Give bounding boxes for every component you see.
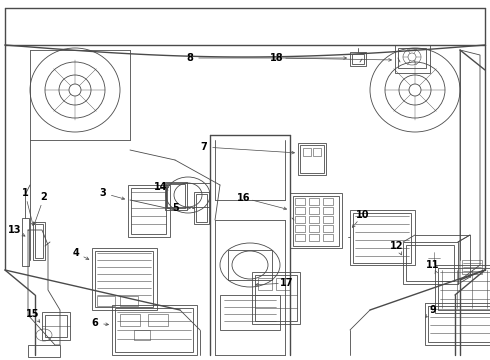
Bar [42,312,70,340]
Bar [309,225,319,232]
Text: 5: 5 [172,203,179,213]
Bar [425,303,490,345]
Text: 3: 3 [99,188,106,198]
Bar [255,275,297,321]
Bar [194,192,209,224]
Text: 14: 14 [154,182,168,192]
Text: 8: 8 [187,53,194,63]
Bar [295,216,305,223]
Text: 7: 7 [200,142,207,152]
Bar [462,260,482,274]
Bar [120,314,140,326]
Bar [290,193,342,248]
Bar [92,248,157,310]
Bar [97,296,115,306]
Bar [323,225,333,232]
Bar [350,210,415,265]
Text: 10: 10 [356,210,370,220]
Bar [309,216,319,223]
Text: 9: 9 [430,305,437,315]
Bar [293,196,339,246]
Text: 18: 18 [270,53,284,63]
Bar [95,251,153,307]
Bar [395,45,430,73]
Bar [309,234,319,241]
Bar [134,330,150,340]
Bar [309,207,319,214]
Bar [128,185,170,237]
Bar [406,245,454,281]
Bar [45,315,67,337]
Bar [228,250,272,280]
Bar [167,184,185,208]
Bar [309,198,319,205]
Bar [300,145,324,173]
Bar [252,272,300,324]
Bar [350,52,366,66]
Bar [352,54,364,64]
Bar [131,188,166,234]
Bar [295,207,305,214]
Bar [35,224,43,258]
Bar [166,183,210,207]
Text: 12: 12 [390,241,404,251]
Bar [298,143,326,175]
Bar [428,306,490,342]
Bar [403,242,458,284]
Bar [22,218,29,266]
Bar [295,234,305,241]
Bar [398,48,426,68]
Text: 13: 13 [8,225,22,235]
Text: 2: 2 [41,192,48,202]
Bar [196,194,207,222]
Bar [435,265,490,313]
Bar [323,207,333,214]
Text: 6: 6 [92,318,98,328]
Text: 1: 1 [22,188,28,198]
Bar [112,305,197,355]
Bar [323,216,333,223]
Bar [165,182,187,210]
Bar [28,345,60,357]
Text: 4: 4 [73,248,79,258]
Bar [115,308,193,352]
Bar [120,296,138,306]
Bar [323,198,333,205]
Text: 17: 17 [280,278,294,288]
Bar [295,225,305,232]
Text: 11: 11 [426,260,440,270]
Bar [220,295,280,330]
Text: 15: 15 [26,309,40,319]
Bar [313,148,321,156]
Bar [438,268,490,310]
Text: 16: 16 [237,193,251,203]
Bar [276,278,290,290]
Bar [353,213,411,263]
Bar [303,148,311,156]
Bar [323,234,333,241]
Bar [148,314,168,326]
Bar [295,198,305,205]
Bar [258,278,272,290]
Bar [33,222,45,260]
